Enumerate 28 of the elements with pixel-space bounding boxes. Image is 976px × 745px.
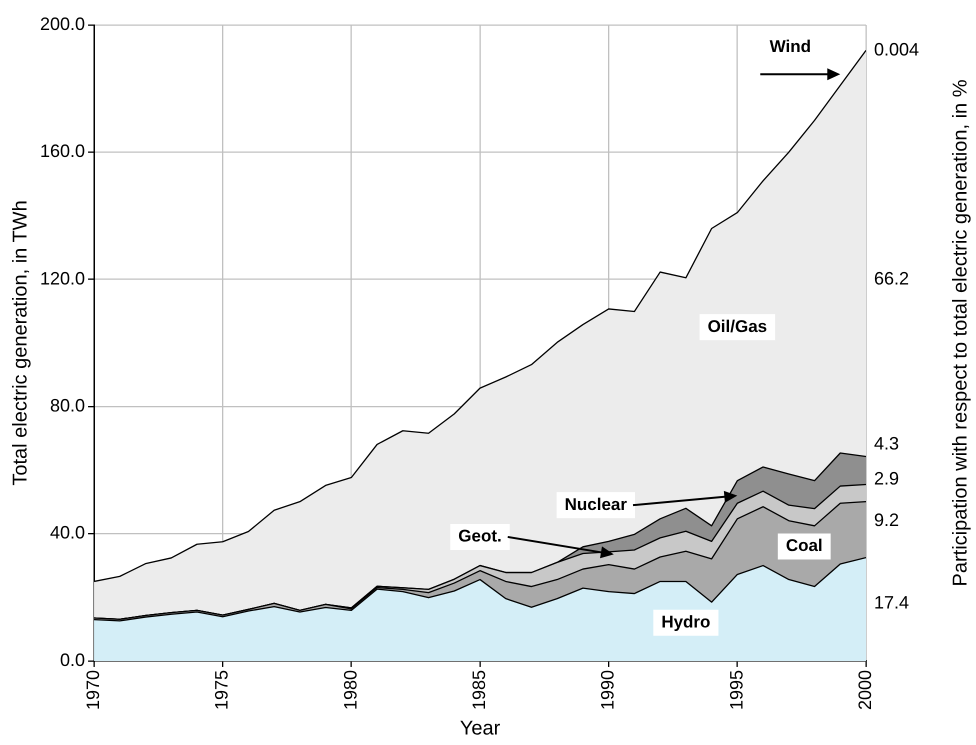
x-tick-label: 1980 [340,670,360,710]
x-tick-label: 1990 [598,670,618,710]
text: 17.4 [874,592,910,613]
series-label: Hydro [661,612,710,632]
text: 66.2 [874,268,910,288]
x-tick-label: 1995 [726,670,746,710]
text: 0.004 [874,39,920,60]
x-axis-title: Year [460,718,501,740]
series-label: Coal [786,536,823,556]
x-tick-label: 2000 [854,670,875,710]
series-label: Oil/Gas [708,316,768,336]
text: 4.3 [874,434,900,454]
x-tick-label: 1970 [83,670,104,710]
y-tick-label: 40.0 [50,522,86,543]
text: 2.9 [874,468,900,489]
y-tick-label: 0.0 [60,650,86,670]
y-tick-label: 120.0 [40,268,86,288]
text: 9.2 [874,510,900,530]
y-tick-label: 80.0 [50,396,86,416]
x-tick-label: 1975 [212,670,232,710]
y-tick-label: 200.0 [40,14,86,34]
series-label: Nuclear [564,494,628,514]
y2-axis-title: Participation with respect to total electric generation, in % [950,79,972,586]
x-tick-label: 1985 [468,670,489,710]
series-label: Geot. [458,526,502,546]
y-tick-label: 160.0 [40,141,86,162]
annotation: Wind [770,36,811,56]
y-axis-title: Total electric generation, in TWh [10,200,32,486]
